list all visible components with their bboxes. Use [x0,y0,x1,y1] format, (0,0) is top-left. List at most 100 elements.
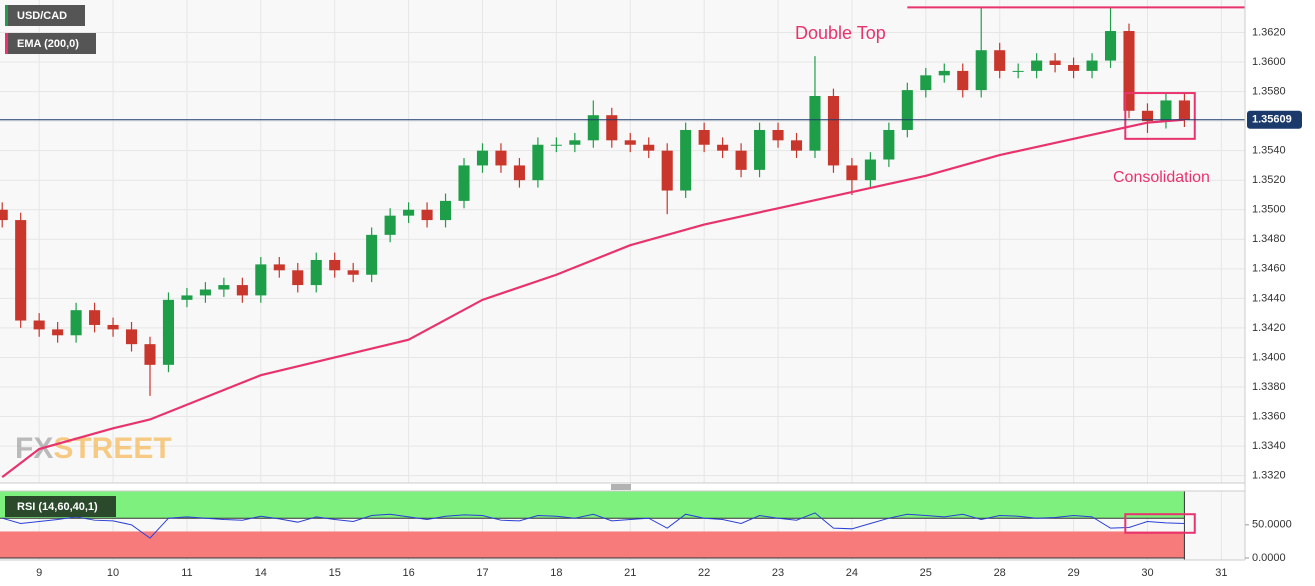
x-tick-label: 15 [329,567,341,579]
x-tick-label: 10 [107,567,119,579]
x-tick-label: 22 [698,567,710,579]
y-tick-label: 1.3320 [1252,470,1286,482]
candle-body [901,90,913,130]
x-tick-label: 14 [255,567,267,579]
candle-body [89,310,101,325]
candle-body [1123,31,1135,111]
y-tick-label: 1.3360 [1252,410,1286,422]
x-tick-label: 29 [1067,567,1079,579]
candle-body [1160,100,1172,122]
candle-body [717,144,729,151]
candle-body [236,285,248,296]
rsi-title: RSI (14,60,40,1) [17,501,98,513]
candle-body [754,129,766,170]
candle-body [0,209,8,221]
price-tag-label: 1.35609 [1252,114,1292,126]
candle-body [827,96,839,166]
x-tick-label: 18 [550,567,562,579]
y-tick-label: 1.3340 [1252,440,1286,452]
rsi-band [0,491,1185,519]
candle-body [495,150,507,166]
candle-body [698,129,710,145]
x-tick-label: 21 [624,567,636,579]
price-tag [1247,110,1302,129]
legend-swatch [5,5,8,26]
x-tick-label: 23 [772,567,784,579]
candle-body [458,165,470,201]
candle-body [144,344,156,365]
y-tick-label: 1.3400 [1252,351,1286,363]
candle-body [15,220,27,321]
candle-body [255,264,267,296]
x-tick-label: 11 [181,567,192,579]
y-tick-label: 1.3480 [1252,233,1286,245]
candle-body [1012,70,1024,72]
candle-body [421,209,433,221]
plot-background [0,0,1245,483]
legend-box [5,5,85,26]
y-tick-label: 1.3520 [1252,174,1286,186]
candle-body [347,270,359,275]
ema-line [1,118,1185,478]
candle-body [790,140,803,151]
drag-handle[interactable] [611,484,631,490]
candle-body [957,70,969,91]
x-tick-label: 28 [994,567,1006,579]
y-tick-label: 1.3500 [1252,204,1286,216]
candle-body [1049,60,1061,65]
candle-body [273,264,285,271]
candle-body [476,150,489,166]
candle-body [1031,60,1043,71]
candle-body [1086,60,1098,71]
consolidation-box [1124,92,1196,140]
candle-body [772,129,784,141]
candle-body [181,295,193,300]
legend-box [5,496,116,517]
candle-body [1141,110,1154,122]
candle-body [107,324,119,330]
legend-box [5,33,96,54]
candle-body [606,115,618,141]
candle-body [920,75,932,91]
candle-body [125,329,138,345]
candle-body [532,144,544,181]
candle-body [329,259,341,271]
candle-body [994,50,1006,71]
y-tick-label: 1.3440 [1252,292,1286,304]
candle-body [292,270,304,286]
legend-swatch [5,33,8,54]
y-tick-label: 1.3580 [1252,85,1286,97]
candle-body [513,165,525,181]
candle-body [550,144,562,146]
x-tick-label: 24 [846,567,858,579]
watermark: FXSTREET [15,432,172,465]
candle-body [975,50,987,91]
candle-body [162,299,175,365]
candle-body [1068,64,1080,71]
candle-body [439,200,452,221]
x-tick-label: 31 [1215,567,1227,579]
rsi-band [0,531,1185,558]
y-tick-label: 1.3460 [1252,263,1286,275]
candle-body [52,329,64,336]
legend-label: USD/CAD [17,10,67,22]
x-tick-label: 9 [36,567,42,579]
rsi-box [1124,513,1196,534]
x-tick-label: 17 [476,567,488,579]
rsi-line [2,512,1185,539]
candle-body [199,289,211,296]
candle-body [680,129,692,191]
candle-body [403,209,415,216]
candle-body [310,259,322,286]
candle-body [643,144,655,151]
candle-body [587,115,599,141]
candle-body [864,159,876,181]
y-tick-label: 1.3540 [1252,145,1286,157]
layer: FXSTREET Double Top Consolidation [0,0,1245,560]
x-tick-label: 16 [402,567,414,579]
candle-body [846,165,858,181]
candle-body [624,140,636,145]
watermark-part: FX [15,432,53,465]
